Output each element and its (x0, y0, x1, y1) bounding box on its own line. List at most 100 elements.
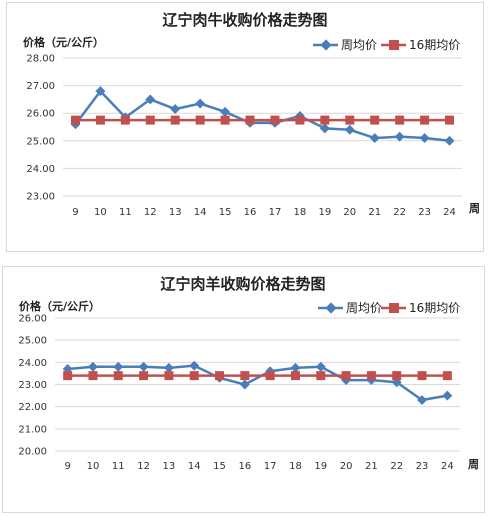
average-price-point (195, 115, 205, 125)
x-tick-label: 21 (368, 207, 381, 218)
average-price-point (70, 115, 80, 125)
weekly-price-point (444, 135, 455, 146)
weekly-price-point (163, 362, 174, 373)
weekly-price-point (239, 379, 250, 390)
average-price-point (392, 371, 402, 381)
y-tick-label: 23.00 (18, 380, 47, 391)
average-price-point (215, 371, 225, 381)
x-tick-label: 15 (219, 207, 232, 218)
mutton-price-chart-panel: 辽宁肉羊收购价格走势图 价格（元/公斤） 周 周均价 16期均价 26.00 25… (2, 266, 485, 513)
legend: 周均价 16期均价 (318, 301, 460, 315)
legend-marker-average (389, 303, 399, 313)
gridlines (63, 57, 462, 197)
x-tick-label: 9 (64, 461, 70, 472)
x-tick-label: 24 (441, 461, 454, 472)
average-price-point (88, 371, 98, 381)
average-price-point (366, 371, 376, 381)
x-tick-label: 23 (418, 207, 431, 218)
average-price-point (417, 371, 427, 381)
average-price-point (270, 115, 280, 125)
y-tick-label: 25.00 (26, 136, 55, 147)
y-axis-label: 价格（元/公斤） (23, 35, 104, 49)
weekly-price-line (74, 89, 450, 143)
y-tick-label: 24.00 (18, 358, 47, 369)
weekly-price-point (220, 106, 231, 117)
average-price-point (170, 115, 180, 125)
legend-marker-average (389, 40, 399, 50)
x-tick-label: 19 (314, 461, 327, 472)
average-price-point (442, 371, 452, 381)
x-tick-label: 24 (443, 207, 456, 218)
weekly-price-point (442, 390, 453, 401)
average-price-point (341, 371, 351, 381)
x-axis-label: 周 (469, 202, 480, 215)
x-tick-label: 17 (264, 461, 277, 472)
weekly-price-point (394, 131, 405, 142)
average-price-point (189, 371, 199, 381)
legend-label-average: 16期均价 (409, 38, 460, 52)
x-tick-label: 20 (343, 207, 356, 218)
x-tick-label: 16 (238, 461, 251, 472)
weekly-price-point (189, 360, 200, 371)
weekly-price-point (170, 104, 181, 115)
average-price-point (95, 115, 105, 125)
x-tick-label: 16 (244, 207, 257, 218)
average-price-point (395, 115, 405, 125)
x-tick-label: 22 (390, 461, 403, 472)
average-price-point (164, 371, 174, 381)
average-price-point (265, 371, 275, 381)
average-price-point (345, 115, 355, 125)
average-price-point (113, 371, 123, 381)
average-price-point (445, 115, 455, 125)
legend-marker-weekly (320, 39, 332, 51)
y-tick-label: 24.00 (26, 164, 55, 175)
average-price-point (63, 371, 73, 381)
chart-title: 辽宁肉羊收购价格走势图 (160, 275, 325, 293)
average-price-point (139, 371, 149, 381)
x-tick-label: 12 (144, 207, 157, 218)
weekly-price-point (419, 133, 430, 143)
legend: 周均价 16期均价 (313, 38, 460, 52)
average-price-point (316, 371, 326, 381)
x-tick-label: 22 (393, 207, 406, 218)
y-tick-label: 26.00 (18, 314, 47, 325)
x-tick-label: 13 (163, 461, 176, 472)
legend-label-average: 16期均价 (409, 301, 460, 315)
average-price-point (290, 371, 300, 381)
average-price-point (420, 115, 430, 125)
weekly-price-point (138, 361, 149, 372)
beef-price-chart-panel: 辽宁肉牛收购价格走势图 价格（元/公斤） 周 周均价 16期均价 28.00 27… (6, 2, 484, 252)
gridlines (55, 317, 460, 452)
weekly-price-point (113, 361, 124, 372)
legend-label-weekly: 周均价 (341, 38, 377, 52)
x-tick-label: 11 (112, 461, 125, 472)
x-tick-label: 11 (119, 207, 132, 218)
x-tick-label: 23 (416, 461, 429, 472)
y-tick-label: 22.00 (18, 402, 47, 413)
beef-price-chart: 辽宁肉牛收购价格走势图 价格（元/公斤） 周 周均价 16期均价 28.00 27… (23, 11, 480, 218)
y-tick-label: 20.00 (18, 447, 47, 458)
weekly-price-point (344, 124, 355, 135)
y-axis-ticks: 28.00 27.00 26.00 25.00 24.00 23.00 (26, 54, 55, 203)
average-price-point (240, 371, 250, 381)
x-tick-label: 21 (365, 461, 378, 472)
y-tick-label: 23.00 (26, 192, 55, 203)
chart-title: 辽宁肉牛收购价格走势图 (162, 11, 327, 29)
y-tick-label: 27.00 (26, 81, 55, 92)
x-axis-ticks: 9 10 11 12 13 14 15 16 17 18 19 20 21 22 23 24 (64, 461, 453, 472)
y-tick-label: 25.00 (18, 336, 47, 347)
average-price-point (120, 115, 130, 125)
legend-label-weekly: 周均价 (346, 301, 382, 315)
average-price-point (295, 115, 305, 125)
legend-marker-weekly (325, 302, 337, 314)
y-tick-label: 28.00 (26, 54, 55, 65)
weekly-price-point (319, 123, 330, 134)
x-tick-label: 14 (188, 461, 201, 472)
average-price-point (245, 115, 255, 125)
y-axis-ticks: 26.00 25.00 24.00 23.00 22.00 21.00 20.00 (18, 314, 47, 458)
mutton-price-chart: 辽宁肉羊收购价格走势图 价格（元/公斤） 周 周均价 16期均价 26.00 25… (18, 275, 479, 472)
weekly-price-point (145, 94, 156, 105)
weekly-price-point (195, 98, 206, 109)
x-tick-label: 15 (213, 461, 226, 472)
average-price-point (320, 115, 330, 125)
